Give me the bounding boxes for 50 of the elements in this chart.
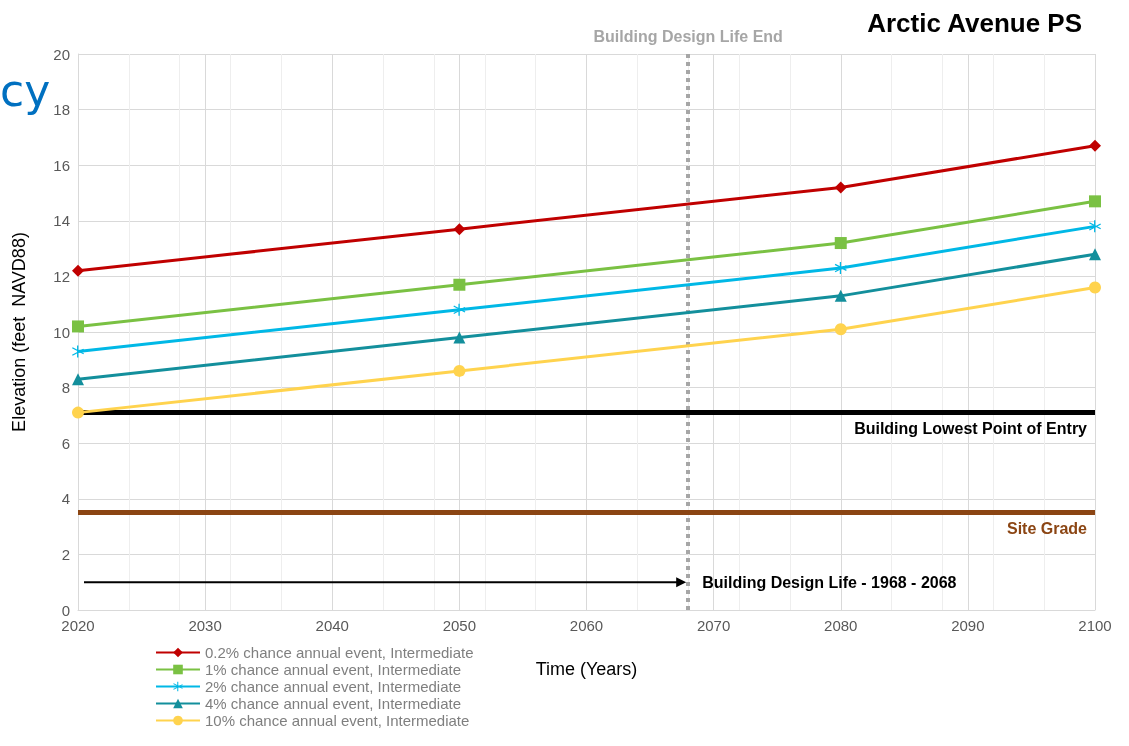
point — [834, 323, 847, 336]
x-tick-label: 2030 — [188, 617, 222, 634]
x-tick-label: 2020 — [61, 617, 95, 634]
y-tick-label: 18 — [53, 101, 70, 119]
legend-label: 2% chance annual event, Intermediate — [205, 678, 462, 695]
y-tick-label: 16 — [53, 156, 70, 174]
y-tick-label: 12 — [53, 267, 70, 285]
point — [72, 264, 84, 277]
point — [834, 181, 847, 194]
y-tick-label: 4 — [61, 490, 70, 508]
legend-label: 1% chance annual event, Intermediate — [205, 661, 462, 678]
x-tick-label: 2100 — [1078, 617, 1112, 634]
point — [72, 320, 84, 333]
y-tick-label: 8 — [61, 379, 70, 397]
point — [453, 331, 466, 344]
x-tick-label: 2040 — [315, 617, 349, 634]
x-tick-label: 2070 — [696, 617, 731, 634]
y-tick-label: 0 — [61, 601, 70, 619]
point — [453, 303, 466, 316]
point — [834, 289, 847, 302]
point — [72, 373, 84, 386]
x-tick-label: 2080 — [824, 617, 858, 634]
x-tick-label: 2050 — [442, 617, 477, 634]
y-tick-label: 6 — [61, 434, 70, 452]
point — [834, 237, 847, 250]
point — [1089, 195, 1101, 208]
legend-label: 4% chance annual event, Intermediate — [205, 695, 462, 712]
ref-line-label: Building Lowest Point of Entry — [854, 420, 1088, 438]
x-tick-label: 2090 — [951, 617, 985, 634]
annotation: Building Design Life - 1968 - 2068 — [702, 573, 957, 591]
legend-label: 10% chance annual event, Intermediate — [205, 712, 470, 729]
y-tick-label: 20 — [53, 45, 70, 63]
y-tick-label: 14 — [53, 212, 70, 230]
point — [1089, 139, 1101, 152]
y-tick-label: 10 — [53, 323, 70, 341]
point — [1089, 248, 1101, 261]
point — [72, 406, 84, 419]
point — [453, 223, 466, 236]
x-axis-title: Time (Years) — [535, 659, 638, 679]
point — [453, 278, 466, 291]
y-axis-title: Elevation (feet NAVD88) — [9, 232, 29, 432]
ref-line-label: Site Grade — [1006, 520, 1088, 538]
y-tick-label: 2 — [61, 545, 70, 563]
legend-label: 0.2% chance annual event, Intermediate — [205, 644, 474, 661]
point — [453, 364, 466, 377]
ref-line-label: Building Design Life End — [593, 27, 783, 45]
x-tick-label: 2060 — [569, 617, 604, 634]
text: cy — [0, 64, 51, 116]
point — [1089, 281, 1101, 294]
chart-title: Arctic Avenue PS — [867, 8, 1083, 38]
